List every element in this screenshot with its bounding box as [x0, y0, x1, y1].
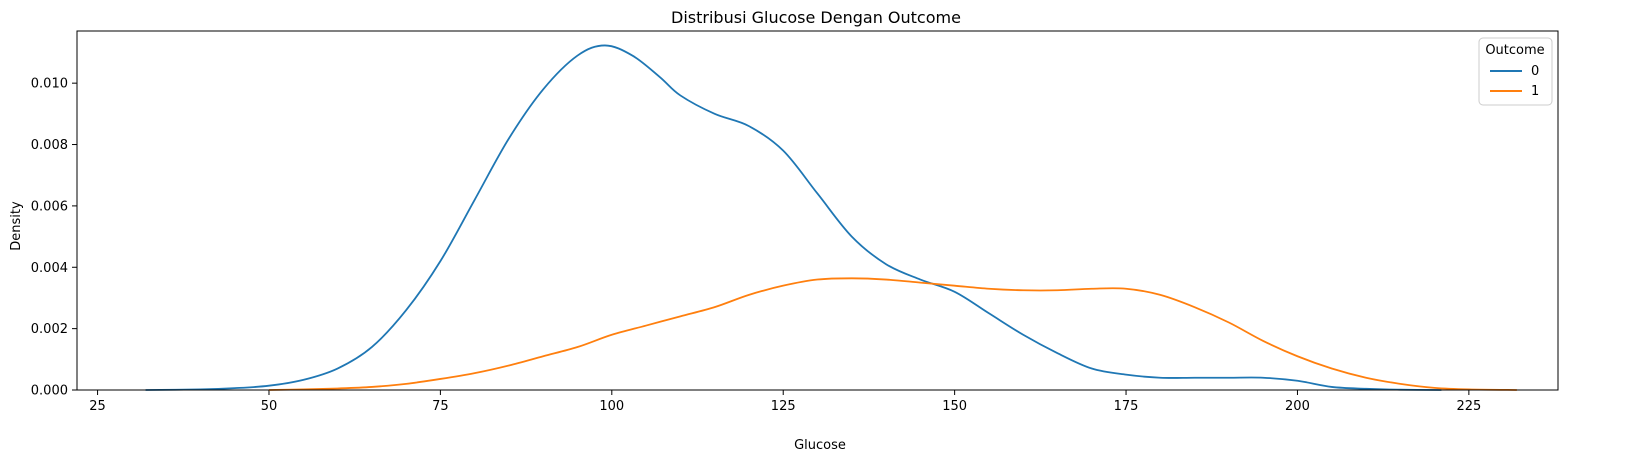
x-tick-label: 175 [1114, 399, 1139, 414]
y-tick-label: 0.002 [31, 322, 68, 337]
x-axis-label: Glucose [794, 438, 846, 453]
x-tick-label: 25 [89, 399, 106, 414]
x-tick-label: 100 [599, 399, 624, 414]
y-tick-label: 0.006 [31, 199, 68, 214]
y-tick-label: 0.000 [31, 384, 68, 399]
y-tick-label: 0.008 [31, 138, 68, 153]
x-tick-label: 50 [261, 399, 278, 414]
legend-title: Outcome [1485, 43, 1544, 58]
y-tick-label: 0.010 [31, 77, 68, 92]
y-axis-label: Density [9, 201, 24, 251]
y-tick-label: 0.004 [31, 261, 68, 276]
legend-label-outcome-1: 1 [1531, 84, 1539, 99]
x-tick-label: 225 [1456, 399, 1481, 414]
kde-line-outcome-1 [268, 277, 1517, 391]
x-tick-label: 75 [432, 399, 449, 414]
series-layer [145, 44, 1517, 391]
x-tick-label: 200 [1285, 399, 1310, 414]
tick-layer: 25 50 75 100 125 150 175 200 225 0.000 0.002 0.004 0… [31, 77, 1481, 414]
x-tick-label: 125 [771, 399, 796, 414]
chart-title: Distribusi Glucose Dengan Outcome [671, 8, 961, 27]
legend-label-outcome-0: 0 [1531, 64, 1539, 79]
legend: Outcome 0 1 [1478, 37, 1553, 106]
x-tick-label: 150 [942, 399, 967, 414]
kde-line-outcome-0 [145, 44, 1442, 391]
plot-area-frame [76, 30, 1559, 391]
